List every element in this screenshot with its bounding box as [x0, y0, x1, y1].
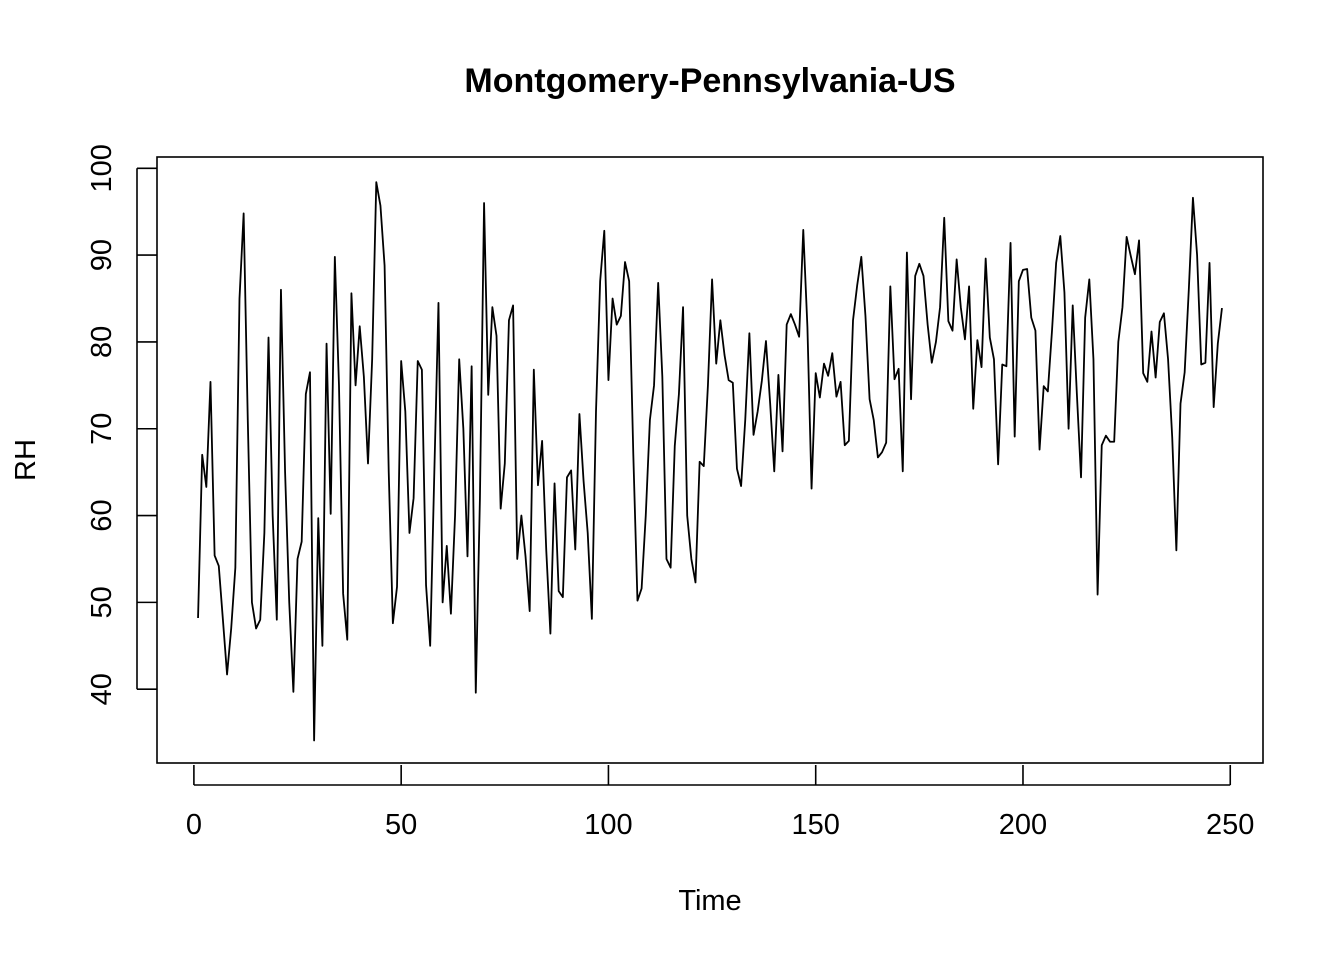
y-tick-label: 40 — [86, 673, 118, 705]
rh-series-line — [197, 181, 1223, 742]
x-tick-label: 0 — [186, 809, 202, 841]
x-tick-label: 200 — [999, 809, 1047, 841]
y-tick-label: 70 — [86, 413, 118, 445]
x-tick-label: 150 — [792, 809, 840, 841]
x-tick-label: 50 — [385, 809, 417, 841]
x-tick-label: 250 — [1206, 809, 1254, 841]
y-tick-label: 100 — [86, 144, 118, 192]
y-tick-label: 50 — [86, 586, 118, 618]
y-tick-label: 60 — [86, 499, 118, 531]
chart-title: Montgomery-Pennsylvania-US — [464, 62, 955, 100]
x-tick-label: 100 — [584, 809, 632, 841]
plot-frame — [156, 156, 1264, 764]
y-tick-label: 80 — [86, 326, 118, 358]
x-axis-label: Time — [678, 885, 741, 917]
x-axis: 0 50 100 150 200 250 — [186, 765, 1254, 841]
y-axis-label: RH — [10, 439, 42, 481]
y-axis: 40 50 60 70 80 90 100 — [86, 144, 157, 705]
y-tick-label: 90 — [86, 239, 118, 271]
